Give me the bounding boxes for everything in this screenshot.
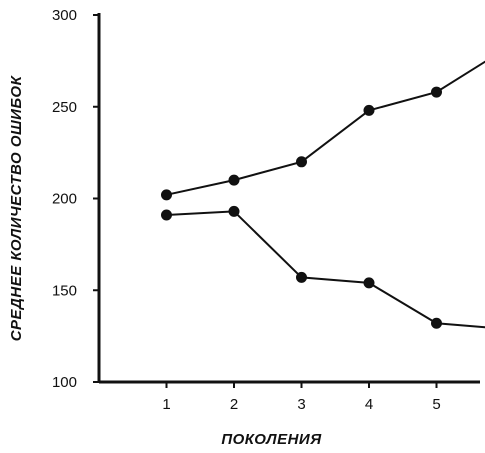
x-tick-label: 1	[162, 396, 170, 413]
x-axis-title: ПОКОЛЕНИЯ	[221, 431, 322, 448]
y-tick-label: 250	[52, 99, 77, 116]
data-point	[296, 156, 307, 168]
data-point	[228, 205, 240, 217]
data-point	[431, 317, 442, 329]
series-layer	[161, 60, 485, 329]
axes	[97, 13, 480, 384]
data-point	[161, 209, 172, 221]
x-ticks: 123456	[162, 382, 441, 413]
y-tick-label: 100	[52, 374, 77, 391]
y-ticks: 100 150 200 250 300	[52, 7, 99, 391]
data-point	[228, 174, 240, 186]
data-point	[296, 271, 307, 283]
x-tick-label: 3	[297, 396, 305, 413]
x-tick-label: 5	[432, 396, 440, 413]
y-tick-label: 150	[52, 282, 77, 299]
series-2	[161, 205, 485, 329]
y-axis-title: СРЕДНЕЕ КОЛИЧЕСТВО ОШИБОК	[8, 74, 25, 341]
y-tick-label: 300	[52, 7, 77, 24]
data-point	[431, 86, 442, 98]
series-line	[166, 210, 485, 329]
data-point	[363, 277, 375, 289]
series-1	[161, 60, 485, 201]
series-line	[166, 60, 485, 196]
x-tick-label: 2	[230, 396, 238, 413]
x-tick-label: 4	[365, 396, 373, 413]
data-point	[363, 104, 375, 116]
data-point	[161, 189, 172, 201]
y-tick-label: 200	[52, 191, 77, 208]
